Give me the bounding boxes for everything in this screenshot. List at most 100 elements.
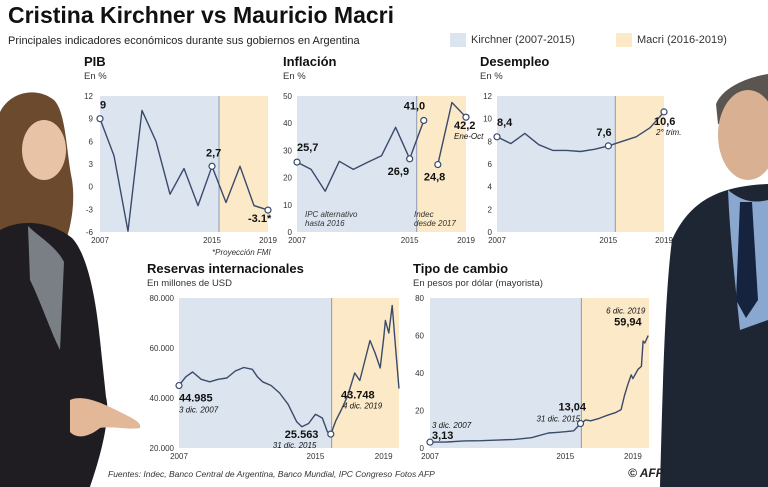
cambio-ytick: 60	[415, 332, 424, 341]
kirchner-hand	[70, 398, 141, 437]
macri-tie	[736, 202, 758, 318]
reservas-xtick: 2015	[307, 452, 325, 461]
pib-xtick: 2007	[91, 236, 109, 245]
cambio-data-label: 13,04	[559, 402, 587, 414]
pib-ytick: 3	[89, 160, 94, 169]
reservas-ytick: 80.000	[150, 294, 175, 303]
pib-footnote: *Proyección FMI	[212, 248, 271, 257]
inflacion-data-label: Ene-Oct	[454, 132, 484, 141]
pib-data-label: -3.1*	[248, 213, 272, 225]
cambio-data-label: 31 dic. 2015	[537, 415, 581, 424]
page-title: Cristina Kirchner vs Mauricio Macri	[8, 2, 395, 28]
legend-label-kirchner: Kirchner (2007-2015)	[471, 34, 575, 46]
pib-point	[264, 206, 272, 214]
inflacion-title: Inflación	[283, 54, 337, 69]
cambio-data-label: 59,94	[614, 317, 642, 329]
chart-cambio: Tipo de cambio En pesos por dólar (mayori…	[413, 261, 649, 461]
desempleo-data-label: 7,6	[596, 127, 611, 139]
cambio-xtick: 2019	[624, 452, 642, 461]
cambio-macri-band	[581, 298, 649, 448]
macri-face	[718, 90, 768, 180]
inflacion-ytick: 30	[283, 146, 292, 155]
chart-reservas: Reservas internacionales En millones de U…	[147, 261, 400, 461]
inflacion-point	[434, 160, 442, 169]
inflacion-xtick: 2015	[401, 236, 419, 245]
pib-series-line-0	[99, 109, 269, 232]
desempleo-macri-band	[615, 96, 664, 232]
inflacion-xtick: 2019	[457, 236, 475, 245]
inflacion-ytick: 50	[283, 92, 292, 101]
cambio-data-label: 6 dic. 2019	[606, 307, 646, 316]
pib-point	[96, 115, 104, 123]
desempleo-xtick: 2007	[488, 236, 506, 245]
kirchner-photo	[0, 92, 141, 487]
reservas-data-label: 4 dic. 2019	[343, 402, 383, 411]
inflacion-point	[293, 158, 301, 166]
inflacion-series-line-0	[296, 120, 425, 192]
cambio-ytick: 80	[415, 294, 424, 303]
reservas-ytick: 40.000	[150, 394, 175, 403]
inflacion-data-label: 24,8	[424, 172, 445, 184]
inflacion-series-note: Indec	[414, 210, 434, 219]
desempleo-xtick: 2015	[599, 236, 617, 245]
pib-data-label: 2,7	[206, 147, 221, 159]
cambio-series-line-0	[429, 335, 649, 443]
pib-xtick: 2015	[203, 236, 221, 245]
desempleo-ytick: 6	[488, 160, 493, 169]
reservas-ytick: 60.000	[150, 344, 175, 353]
inflacion-series-line-1	[437, 101, 467, 165]
inflacion-data-label: 42,2	[454, 120, 475, 132]
reservas-point	[327, 430, 335, 438]
reservas-data-label: 25.563	[285, 429, 319, 441]
desempleo-ytick: 2	[488, 205, 493, 214]
cambio-ytick: 0	[420, 444, 425, 453]
pib-ytick: 9	[89, 115, 94, 124]
desempleo-point	[604, 142, 612, 150]
kirchner-face	[22, 120, 66, 180]
desempleo-ytick: 0	[488, 228, 493, 237]
desempleo-ytick: 10	[483, 115, 492, 124]
pib-ytick: -6	[86, 228, 94, 237]
reservas-data-label: 43.748	[341, 390, 375, 402]
cambio-title: Tipo de cambio	[413, 261, 508, 276]
kirchner-blouse	[28, 226, 64, 350]
footer-photos: Fotos AFP	[395, 469, 435, 479]
inflacion-ytick: 10	[283, 201, 292, 210]
macri-photo	[660, 74, 768, 487]
pib-ytick: 12	[84, 92, 93, 101]
pib-ylabel: En %	[84, 71, 107, 82]
inflacion-ylabel: En %	[283, 71, 306, 82]
desempleo-data-label: 10,6	[654, 116, 675, 128]
legend-swatch-macri	[616, 33, 632, 47]
desempleo-point	[493, 133, 501, 141]
cambio-ytick: 40	[415, 369, 424, 378]
cambio-xtick: 2007	[421, 452, 439, 461]
inflacion-data-label: 25,7	[297, 142, 318, 154]
pib-data-label: 9	[100, 100, 106, 112]
desempleo-kirchner-band	[497, 96, 616, 232]
afp-logo: © AFP	[628, 466, 664, 480]
desempleo-title: Desempleo	[480, 54, 549, 69]
inflacion-kirchner-band	[297, 96, 417, 232]
inflacion-point	[420, 116, 428, 125]
inflacion-ytick: 40	[283, 119, 292, 128]
cambio-xtick: 2015	[556, 452, 574, 461]
reservas-ytick: 20.000	[150, 444, 175, 453]
afp-logo-text: AFP	[639, 466, 664, 480]
pib-xtick: 2019	[259, 236, 277, 245]
desempleo-data-label: 8,4	[497, 117, 513, 129]
legend-swatch-kirchner	[450, 33, 466, 47]
footer-sources: Fuentes: Indec, Banco Central de Argenti…	[108, 469, 393, 479]
reservas-data-label: 31 dic. 2015	[273, 441, 317, 450]
inflacion-series-note: IPC alternativo	[305, 210, 358, 219]
inflacion-point	[462, 113, 470, 121]
desempleo-series-line-0	[496, 111, 665, 153]
cambio-point	[426, 438, 434, 446]
desempleo-xtick: 2019	[655, 236, 673, 245]
reservas-data-label: 3 dic. 2007	[179, 406, 219, 415]
inflacion-data-label: 26,9	[388, 166, 409, 178]
inflacion-series-note: hasta 2016	[305, 219, 345, 228]
cambio-data-label: 3,13	[432, 430, 453, 442]
reservas-title: Reservas internacionales	[147, 261, 304, 276]
